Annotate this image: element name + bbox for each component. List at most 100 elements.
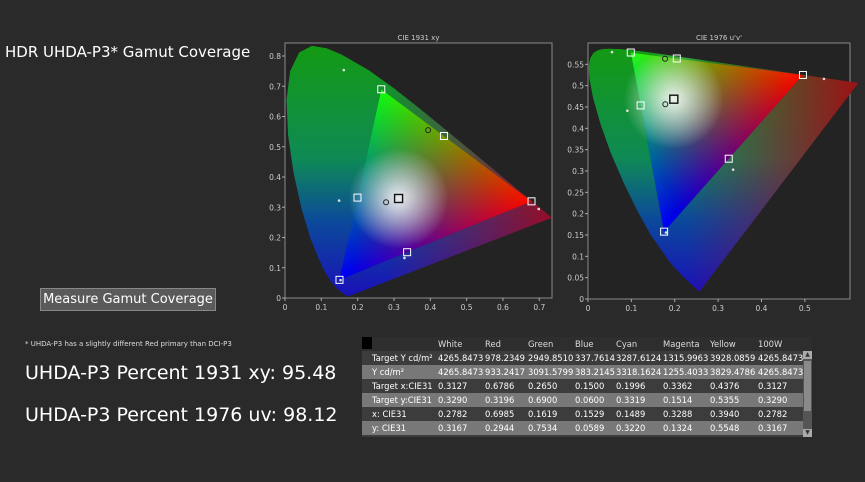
- table-cell: 0.5355: [710, 395, 740, 405]
- y-tick-label: 0.3: [572, 167, 584, 176]
- table-cell: 0.3319: [616, 395, 646, 405]
- table-cell: 0.4376: [710, 381, 740, 391]
- table-scrollbar[interactable]: ▲ ▼: [803, 351, 812, 437]
- measured-marker-red: [822, 77, 826, 81]
- measured-marker-red: [537, 207, 541, 211]
- y-tick-label: 0.5: [572, 82, 584, 91]
- table-row: Target x:CIE31 0.3127 0.6786 0.2650 0.1500 0.…: [362, 379, 803, 393]
- measured-marker-magenta: [731, 168, 735, 171]
- cie-1976-chart: CIE 1976 u'v' 0 0.1 0.2 0.3 0.4 0.5 0 0.05 0.1 0.1…: [567, 34, 859, 313]
- target-marker-cyan: [636, 101, 645, 110]
- y-tick-label: 0.2: [269, 234, 281, 243]
- cie-1931-chart: CIE 1931 xy 0 0.1 0.2 0.3 0.4 0.5 0.6 0.7 0 0.1 0.2…: [269, 34, 553, 312]
- x-tick-label: 0.3: [388, 303, 400, 312]
- table-cell: 337.7614: [575, 353, 615, 363]
- scroll-up-icon[interactable]: ▲: [803, 351, 812, 359]
- x-tick-label: 0.6: [497, 303, 509, 312]
- table-cell: x: CIE31: [372, 409, 407, 419]
- y-tick-label: 0.4: [269, 173, 281, 182]
- table-cell: Target u':CIE76: [372, 435, 435, 437]
- white-glow: [348, 148, 449, 249]
- table-cell: 0.0589: [575, 423, 605, 433]
- measured-marker-white: [383, 199, 390, 206]
- gamut-locus: [286, 45, 552, 297]
- table-cell: 4265.8473: [758, 353, 804, 363]
- table-row: Target y:CIE31 0.3290 0.3196 0.6900 0.0600 0.…: [362, 393, 803, 407]
- table-cell: White: [438, 339, 463, 349]
- scroll-down-icon[interactable]: ▼: [803, 429, 812, 437]
- table-row: x: CIE31 0.2782 0.6985 0.1619 0.1529 0.1489 0.…: [362, 407, 803, 421]
- table-cell: Target y:CIE31: [372, 395, 433, 405]
- table-cell: 0.1313: [616, 435, 645, 437]
- measured-marker-cyan: [626, 109, 629, 112]
- table-cell: 0.1489: [616, 409, 646, 419]
- percent-1931-readout: UHDA-P3 Percent 1931 xy: 95.48: [25, 362, 337, 384]
- table-cell: 0.2650: [528, 381, 558, 391]
- page-title: HDR UHDA-P3* Gamut Coverage: [5, 43, 251, 61]
- measure-gamut-coverage-button[interactable]: Measure Gamut Coverage: [40, 288, 216, 311]
- table-cell: 0.1324: [663, 423, 693, 433]
- table-cell: 4265.8473: [438, 353, 484, 363]
- target-marker-magenta: [403, 248, 412, 257]
- table-header: White Red Green Blue Cyan Magenta Yellow 100W: [362, 337, 803, 351]
- y-tick-label: 0.35: [567, 146, 584, 155]
- table-cell: Target x:CIE31: [372, 381, 433, 391]
- gamut-locus: [588, 48, 859, 292]
- table-cell: 0.0986: [528, 435, 557, 437]
- y-tick-label: 0.1: [572, 252, 584, 261]
- table-cell: 0.3290: [758, 395, 788, 405]
- table-cell: 0.3127: [438, 381, 468, 391]
- table-cell: 0.0600: [575, 395, 605, 405]
- table-cell: 0.1996: [616, 381, 646, 391]
- table-cell: 1315.9963: [663, 353, 709, 363]
- measured-marker-cyan: [337, 199, 341, 202]
- table-cell: 0.6900: [528, 395, 558, 405]
- target-marker-magenta: [724, 154, 733, 163]
- measured-marker-white: [662, 101, 669, 108]
- table-cell: 3928.0859: [710, 353, 756, 363]
- x-tick-label: 0: [283, 303, 288, 312]
- table-cell: 0.1978: [758, 435, 787, 437]
- table-cell: 0.3288: [663, 409, 693, 419]
- target-marker-blue: [335, 275, 344, 284]
- table-cell: 3287.6124: [616, 353, 662, 363]
- table-cell: 0.3167: [438, 423, 468, 433]
- chart-title: CIE 1976 u'v': [696, 34, 742, 42]
- table-cell: 3829.4786: [710, 367, 756, 377]
- table-row: Target u':CIE760.19780.49660.09860.17540…: [362, 435, 803, 437]
- table-cell: 978.2349: [485, 353, 525, 363]
- y-tick-label: 0.6: [269, 113, 281, 122]
- table-cell: 3091.5799: [528, 367, 574, 377]
- chart-title: CIE 1931 xy: [398, 34, 440, 42]
- table-cell: 0.1754: [575, 435, 604, 437]
- table-cell: 4265.8473: [758, 367, 804, 377]
- table-cell: 0.7534: [528, 423, 558, 433]
- x-tick-label: 0.2: [669, 304, 681, 313]
- x-tick-label: 0.4: [424, 303, 436, 312]
- x-tick-label: 0.4: [756, 304, 768, 313]
- table-cell: y: CIE31: [372, 423, 407, 433]
- y-tick-label: 0.55: [567, 60, 584, 69]
- target-marker-cyan: [353, 193, 362, 202]
- table-cell: 0.3362: [663, 381, 693, 391]
- table-cell: 4265.8473: [438, 367, 484, 377]
- x-tick-label: 0.7: [533, 303, 545, 312]
- y-tick-label: 0.8: [269, 52, 281, 61]
- table-row: Target Y cd/m² 4265.8473 978.2349 2949.8510…: [362, 351, 803, 365]
- y-tick-label: 0: [579, 295, 584, 304]
- y-tick-label: 0.3: [269, 203, 281, 212]
- table-cell: Blue: [575, 339, 594, 349]
- y-tick-label: 0.15: [567, 231, 584, 240]
- table-cell: 383.2145: [575, 367, 615, 377]
- y-tick-label: 0.2: [572, 210, 584, 219]
- scroll-thumb[interactable]: [804, 361, 811, 411]
- table-cell: Yellow: [710, 339, 736, 349]
- measured-marker-blue: [664, 231, 668, 234]
- measured-marker-yellow: [662, 55, 669, 62]
- table-cell: 0.1500: [575, 381, 605, 391]
- table-cell: 0.2344: [663, 435, 692, 437]
- table-row: y: CIE31 0.3167 0.2944 0.7534 0.0589 0.3220 0.…: [362, 421, 803, 435]
- table-cell: 0.2047: [710, 435, 739, 437]
- table-cell: 0.6985: [485, 409, 515, 419]
- measured-marker-magenta: [403, 256, 406, 260]
